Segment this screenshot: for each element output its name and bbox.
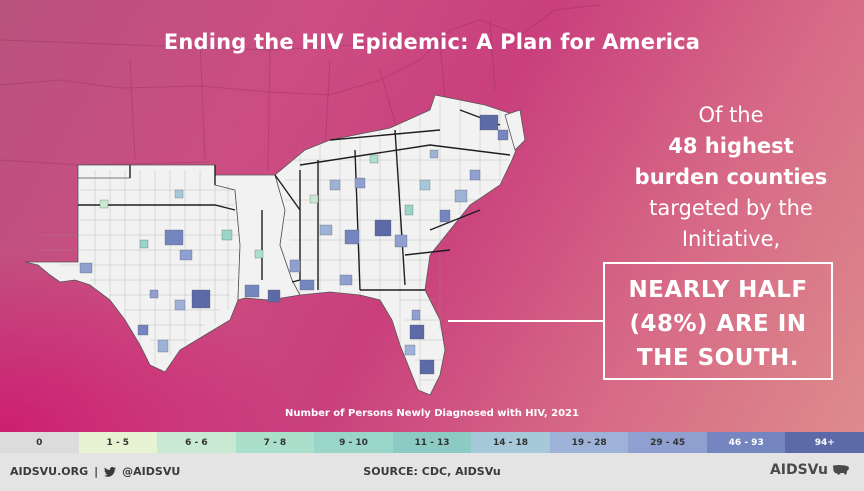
twitter-handle[interactable]: @AIDSVU [122,465,181,478]
callout-line-2: 48 highest [668,134,794,158]
high-burden-counties [79,114,509,375]
legend-bin: 19 - 28 [549,432,629,453]
legend-bin: 6 - 6 [157,432,236,453]
us-map-icon [833,465,849,475]
texas-oklahoma-region [24,164,241,373]
legend-title: Number of Persons Newly Diagnosed with H… [285,408,579,419]
brand-name: AIDSVu [769,462,828,478]
legend-bar: 0 1 - 5 6 - 6 7 - 8 9 - 10 11 - 13 14 - 18 19 -… [0,432,864,453]
site-link[interactable]: AIDSVU.ORG [10,465,89,478]
legend-bin: 29 - 45 [628,432,707,453]
legend-bin: 1 - 5 [78,432,158,453]
legend-bin-label: 29 - 45 [650,437,686,448]
callout-line-3: burden counties [634,165,828,189]
legend-bin-label: 1 - 5 [106,437,130,448]
callout-line-1: Of the [698,103,764,127]
page-title: Ending the HIV Epidemic: A Plan for Amer… [163,30,701,54]
legend-bin: 94+ [785,432,864,453]
callout-line-4: targeted by the [649,196,813,220]
us-south-county-map [0,4,601,396]
legend-bin-label: 46 - 93 [728,437,764,448]
brand-logo[interactable]: AIDSVu [770,462,850,478]
footer-separator: | [94,465,99,478]
callout-text: Of the 48 highest burden counties target… [600,100,862,255]
highlight-line-3: THE SOUTH. [636,345,800,371]
legend-bin-label: 11 - 13 [414,437,450,448]
highlight-line-1: NEARLY HALF [628,277,808,303]
legend-bin-label: 9 - 10 [339,437,368,448]
legend-bin-label: 19 - 28 [571,437,607,448]
legend-bin-label: 14 - 18 [493,437,529,448]
legend-bin: 9 - 10 [314,432,393,453]
callout-connector-line [448,320,603,322]
legend-bin-label: 0 [36,437,43,448]
footer-left: AIDSVU.ORG | @AIDSVU [10,465,180,478]
highlight-box: NEARLY HALF (48%) ARE IN THE SOUTH. [603,262,833,380]
highlight-line-2: (48%) ARE IN [629,311,807,337]
legend-bin: 11 - 13 [392,432,472,453]
legend-bin: 14 - 18 [471,432,550,453]
legend-bin-label: 94+ [814,437,835,448]
delmarva-region [504,109,526,151]
twitter-bird-icon [104,466,117,477]
south-region [24,94,526,396]
legend-bin: 0 [0,432,79,453]
callout-line-5: Initiative, [681,227,781,251]
legend-bin: 7 - 8 [235,432,315,453]
source-credit: SOURCE: CDC, AIDSVu [363,465,501,478]
oklahoma-panhandle [77,164,131,179]
legend-bin-label: 6 - 6 [185,437,208,448]
legend-bin-label: 7 - 8 [263,437,287,448]
legend-bin: 46 - 93 [706,432,786,453]
footer: AIDSVU.ORG | @AIDSVU SOURCE: CDC, AIDSVu… [0,453,864,491]
